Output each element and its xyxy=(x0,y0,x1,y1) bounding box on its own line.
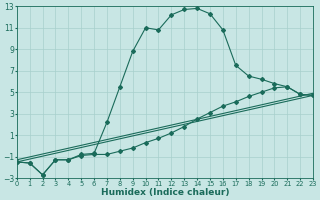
X-axis label: Humidex (Indice chaleur): Humidex (Indice chaleur) xyxy=(101,188,229,197)
